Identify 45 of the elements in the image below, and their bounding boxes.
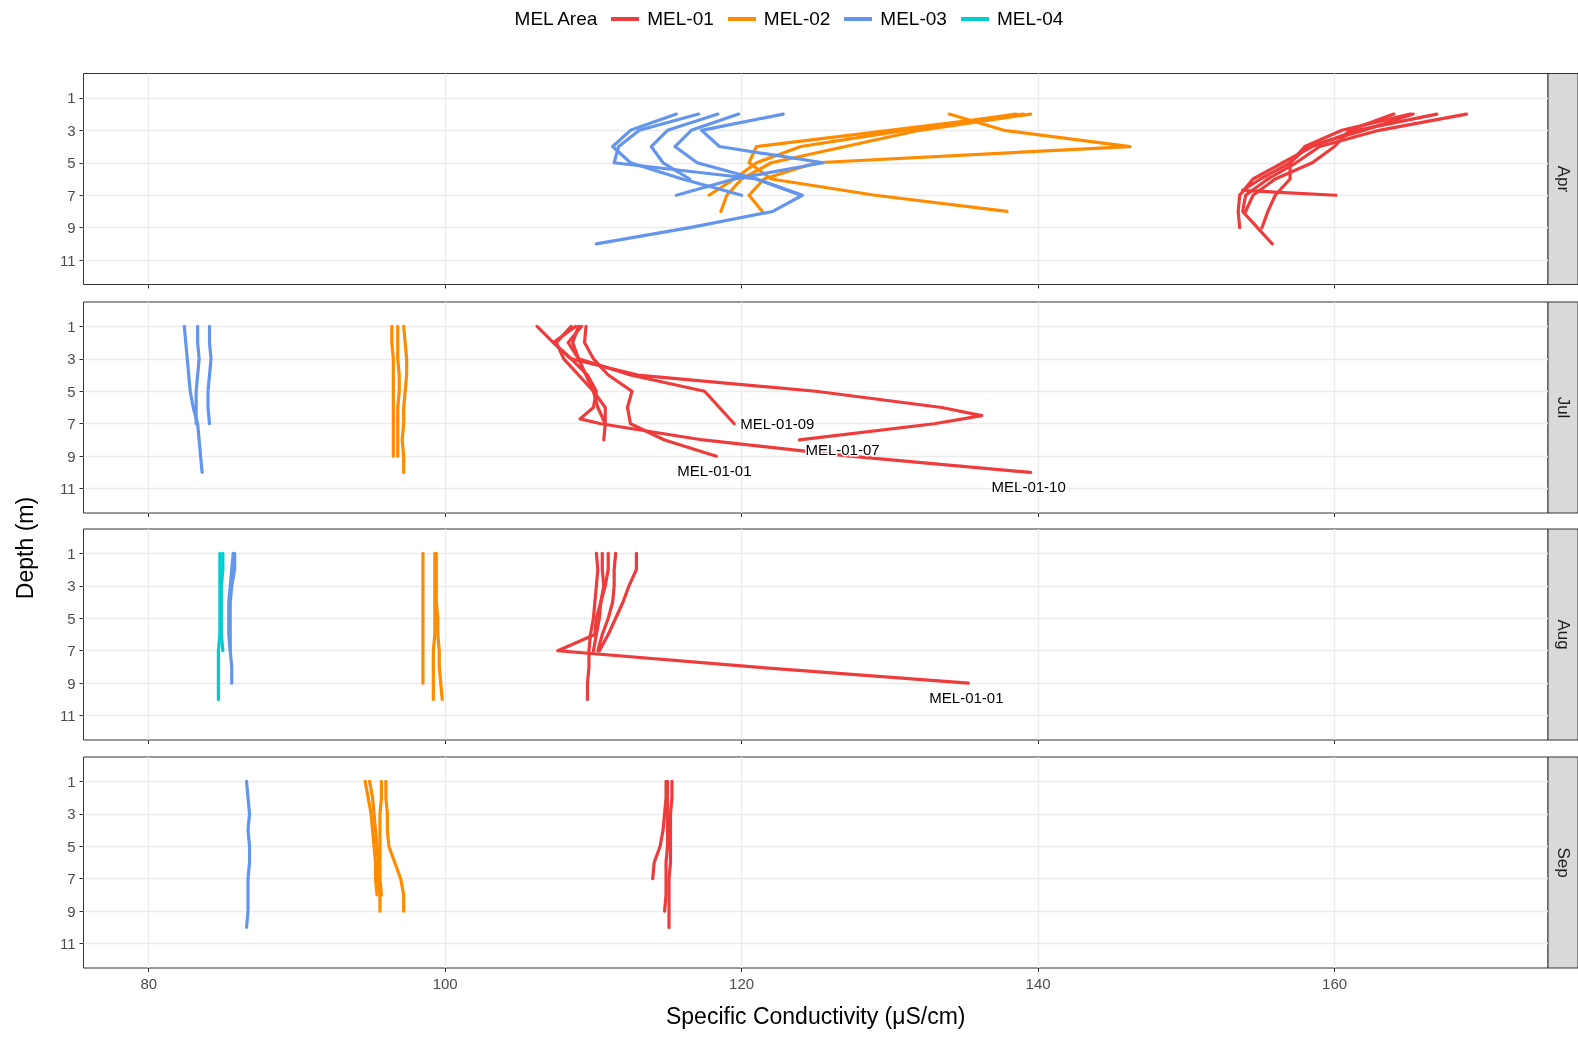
y-axis-title: Depth (m) <box>12 496 38 600</box>
annotation: MEL-01-09 <box>740 415 815 433</box>
y-tick-label: 1 <box>67 317 76 335</box>
y-tick-label: 1 <box>67 544 76 562</box>
y-tick-label: 5 <box>67 382 76 400</box>
y-tick-label: 3 <box>67 805 76 823</box>
y-tick-label: 9 <box>67 447 76 465</box>
y-tick-label: 7 <box>67 870 76 888</box>
annotation: MEL-01-10 <box>991 477 1066 495</box>
x-tick-label: 120 <box>729 975 755 992</box>
x-tick-label: 160 <box>1322 975 1348 992</box>
y-tick-label: 1 <box>67 772 76 790</box>
y-tick-label: 3 <box>67 350 76 368</box>
y-tick-label: 3 <box>67 577 76 595</box>
x-tick-label: 100 <box>432 975 458 992</box>
y-tick-label: 1 <box>67 89 76 107</box>
x-tick-label: 80 <box>140 975 158 992</box>
y-tick-label: 3 <box>67 121 76 139</box>
y-tick-label: 5 <box>67 837 76 855</box>
y-tick-label: 7 <box>67 186 76 204</box>
text: Sep <box>1553 847 1573 878</box>
y-tick-label: 9 <box>67 674 76 692</box>
legend-label: MEL-01 <box>647 8 714 30</box>
x-tick-label: 140 <box>1025 975 1051 992</box>
y-tick-label: 11 <box>59 480 76 498</box>
y-tick-label: 11 <box>59 935 76 953</box>
y-tick-label: 9 <box>67 902 76 920</box>
y-tick-label: 5 <box>67 609 76 627</box>
y-tick-label: 9 <box>67 219 76 237</box>
text: Jul <box>1553 396 1573 419</box>
annotation: MEL-01-07 <box>805 441 880 459</box>
text: MEL-04 <box>996 8 1064 29</box>
legend-label: MEL-03 <box>880 8 947 30</box>
legend-title: MEL Area <box>514 8 598 30</box>
annotation: MEL-01-01 <box>929 688 1004 706</box>
text: Aug <box>1553 619 1573 650</box>
x-axis-title: Specific Conductivity (μS/cm) <box>665 1002 966 1029</box>
text: Apr <box>1553 165 1573 193</box>
y-tick-label: 11 <box>59 251 76 269</box>
annotation: MEL-01-01 <box>677 461 752 479</box>
y-tick-label: 11 <box>59 707 76 725</box>
y-tick-label: 7 <box>67 642 76 660</box>
y-tick-label: 7 <box>67 415 76 433</box>
legend-label: MEL-02 <box>763 8 831 30</box>
y-tick-label: 5 <box>67 154 76 172</box>
